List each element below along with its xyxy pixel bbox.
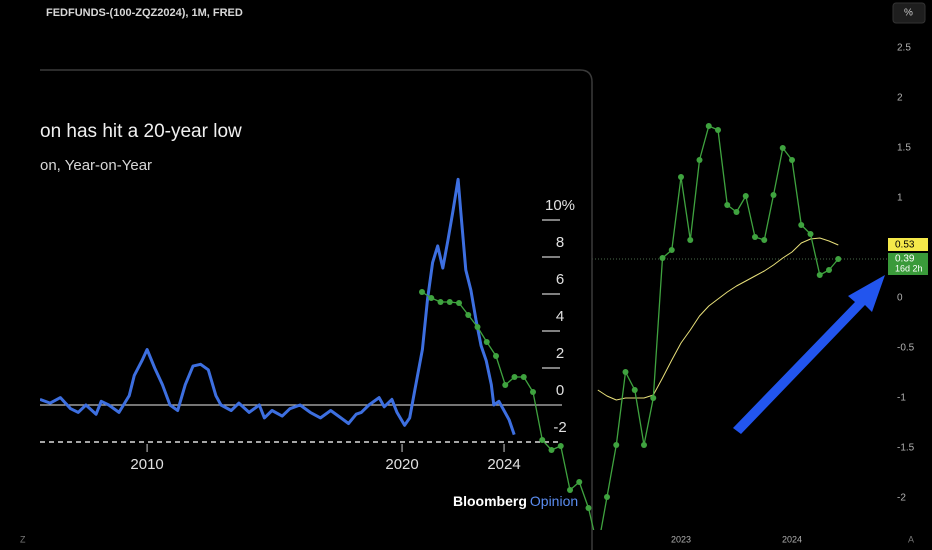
series-marker bbox=[474, 324, 481, 330]
overlay-y-tick-label: 4 bbox=[556, 308, 564, 325]
series-marker bbox=[437, 299, 444, 305]
series-marker bbox=[835, 256, 842, 262]
overlay-y-tick-label: 8 bbox=[556, 234, 564, 251]
series-marker bbox=[641, 442, 647, 448]
series-marker bbox=[446, 299, 453, 305]
series-marker bbox=[696, 157, 703, 163]
x-tick-label: 2023 bbox=[671, 534, 691, 544]
series-marker bbox=[585, 505, 592, 511]
overlay-y-tick-label: 6 bbox=[556, 271, 564, 288]
overlay-title: on has hit a 20-year low bbox=[40, 121, 242, 142]
overlay-background bbox=[40, 70, 592, 550]
series-marker bbox=[770, 192, 777, 198]
series-marker bbox=[668, 247, 675, 253]
series-marker bbox=[548, 447, 555, 453]
y-tick-label: 2 bbox=[897, 93, 903, 104]
series-marker bbox=[816, 272, 823, 278]
series-marker bbox=[687, 237, 694, 243]
series-marker bbox=[493, 353, 499, 359]
series-marker bbox=[752, 234, 758, 240]
unit-button[interactable] bbox=[892, 2, 926, 24]
overlay-x-tick-label: 2010 bbox=[130, 456, 163, 473]
y-tick-label: -0.5 bbox=[897, 343, 915, 354]
price-label-box bbox=[888, 238, 928, 251]
overlay-series bbox=[40, 177, 516, 436]
y-tick-label: 0 bbox=[897, 293, 903, 304]
series-marker bbox=[742, 193, 749, 199]
series-marker bbox=[779, 145, 786, 151]
series-marker bbox=[428, 295, 435, 301]
y-tick-label: -1.5 bbox=[897, 443, 915, 454]
source-suffix: Opinion bbox=[530, 493, 578, 509]
series-marker bbox=[419, 289, 425, 295]
price-label-box bbox=[888, 253, 928, 275]
corner-left[interactable]: Z bbox=[20, 534, 26, 544]
series-marker bbox=[659, 255, 666, 261]
symbol-title: FEDFUNDS-(100-ZQZ2024), 1M, FRED bbox=[46, 7, 243, 19]
countdown-label: 16d 2h bbox=[895, 263, 923, 273]
y-tick-label: -2 bbox=[897, 493, 906, 504]
overlay-border bbox=[40, 69, 593, 550]
series-marker bbox=[511, 374, 518, 380]
series-marker bbox=[557, 443, 564, 449]
overlay-y-tick-label: 0 bbox=[556, 382, 564, 399]
overlay-subtitle: on, Year-on-Year bbox=[40, 157, 152, 174]
price-label: 0.39 bbox=[895, 254, 915, 265]
source-brand: Bloomberg bbox=[453, 493, 527, 509]
series-marker bbox=[789, 157, 795, 163]
series-marker bbox=[465, 312, 472, 318]
series-marker bbox=[761, 237, 768, 243]
x-tick-label: 2024 bbox=[782, 534, 802, 544]
overlay-y-tick-label: -2 bbox=[553, 419, 566, 436]
series-marker bbox=[733, 209, 740, 215]
series-marker bbox=[520, 374, 527, 380]
series-marker bbox=[483, 339, 490, 345]
series-marker bbox=[604, 494, 610, 500]
series-line bbox=[421, 125, 839, 530]
overlay-source: Bloomberg Opinion bbox=[453, 493, 578, 509]
series-marker bbox=[678, 174, 684, 180]
y-tick-label: -1 bbox=[897, 393, 906, 404]
overlay-x-tick-label: 2024 bbox=[487, 456, 520, 473]
y-tick-label: 2.5 bbox=[897, 43, 911, 54]
series-marker bbox=[567, 487, 573, 493]
series-marker bbox=[705, 123, 712, 129]
overlay-y-tick-label: 2 bbox=[556, 345, 564, 362]
y-tick-label: 1.5 bbox=[897, 143, 911, 154]
series-marker bbox=[613, 442, 620, 448]
overlay-x-tick-label: 2020 bbox=[385, 456, 418, 473]
y-tick-label: 1 bbox=[897, 193, 903, 204]
corner-right[interactable]: A bbox=[908, 534, 914, 544]
overlay-panel: on has hit a 20-year low on, Year-on-Year… bbox=[40, 69, 593, 550]
series-marker bbox=[456, 300, 462, 306]
series-marker bbox=[798, 222, 805, 228]
overlay-y-tick-label: 10% bbox=[545, 197, 575, 214]
series-marker bbox=[502, 382, 509, 388]
series-marker bbox=[539, 437, 546, 443]
series-marker bbox=[807, 231, 814, 237]
unit-button-label[interactable]: % bbox=[904, 8, 913, 19]
price-label: 0.53 bbox=[895, 240, 915, 251]
series-marker bbox=[650, 395, 657, 401]
series-marker bbox=[715, 127, 721, 133]
series-marker bbox=[631, 387, 638, 393]
series-line bbox=[597, 237, 839, 401]
overlay-series-line bbox=[40, 177, 516, 436]
series-marker bbox=[622, 369, 629, 375]
series-marker bbox=[826, 267, 832, 273]
series-marker bbox=[724, 202, 731, 208]
main-series bbox=[419, 123, 842, 530]
series-marker bbox=[530, 389, 536, 395]
arrow bbox=[733, 275, 885, 434]
series-marker bbox=[576, 479, 583, 485]
